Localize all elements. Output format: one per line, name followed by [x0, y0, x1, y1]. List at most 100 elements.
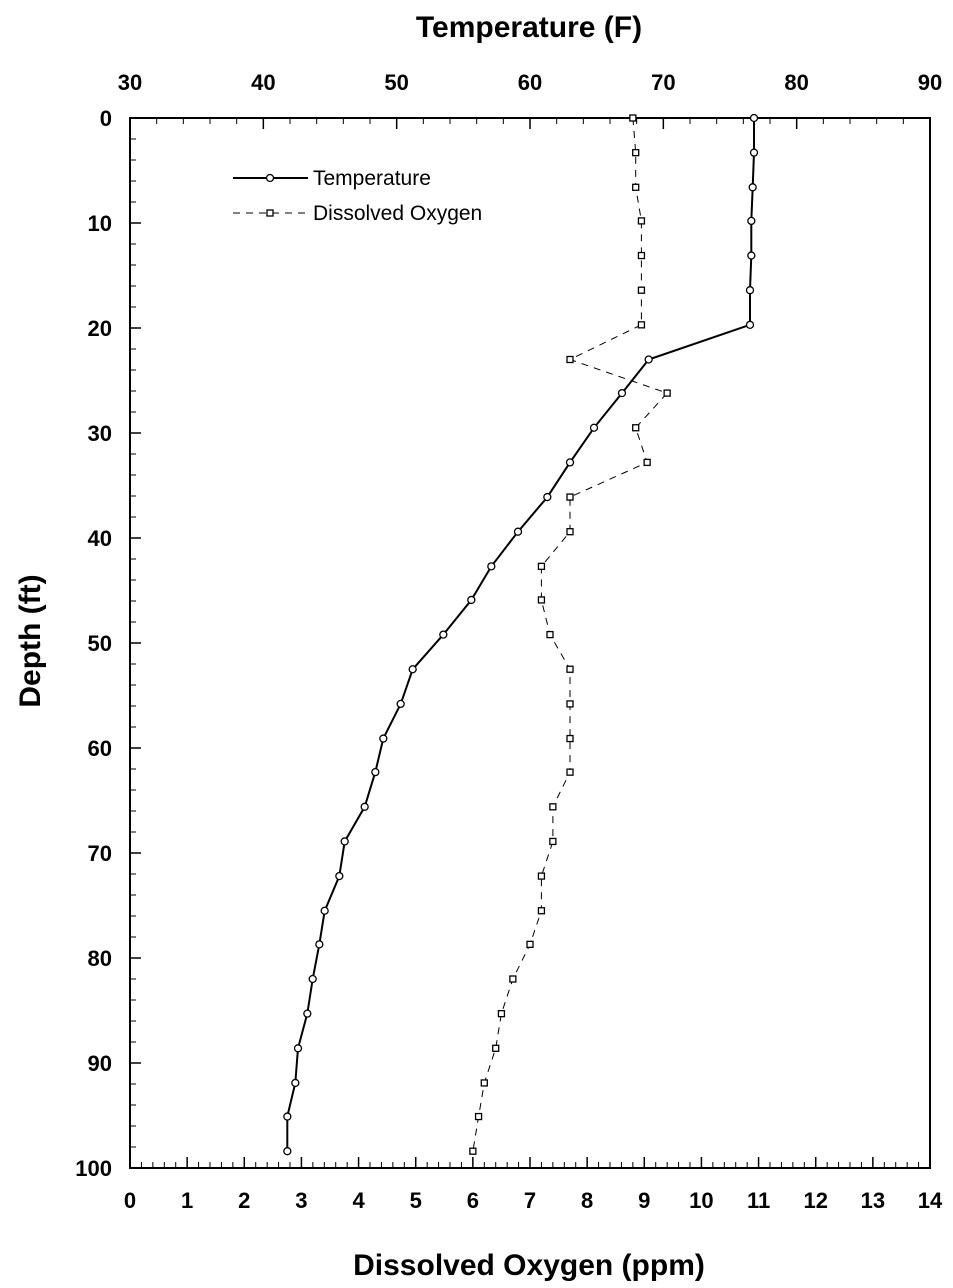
oxygen-point — [480, 1079, 488, 1087]
oxygen-point — [566, 355, 574, 364]
top-axis-tick-label: 80 — [784, 70, 808, 95]
oxygen-point — [526, 940, 534, 948]
temperature-point — [745, 286, 755, 295]
legend: Temperature Dissolved Oxygen — [233, 167, 482, 225]
temperature-point — [747, 251, 756, 260]
temperature-point — [293, 1044, 303, 1053]
temperature-point — [408, 665, 417, 674]
temperature-point — [335, 871, 344, 881]
bottom-axis-tick-label: 3 — [295, 1188, 307, 1213]
top-axis-title: Temperature (F) — [416, 11, 642, 44]
y-axis-tick-label: 100 — [75, 1156, 112, 1181]
temperature-point — [745, 320, 755, 330]
temperature-point — [513, 527, 523, 536]
oxygen-point — [629, 114, 637, 122]
temperature-point — [303, 1009, 312, 1018]
temperature-point — [543, 492, 552, 502]
bottom-axis-tick-label: 1 — [181, 1188, 193, 1213]
temperature-point — [315, 940, 324, 949]
temperature-point — [283, 1112, 292, 1121]
temperature-point — [439, 630, 448, 639]
temperature-point — [487, 562, 496, 571]
oxygen-point — [474, 1112, 483, 1121]
bottom-axis-tick-label: 8 — [581, 1188, 593, 1213]
oxygen-point — [663, 389, 671, 397]
top-axis-tick-label: 60 — [518, 70, 542, 95]
top-axis-tick-label: 50 — [384, 70, 408, 95]
temperature-point — [748, 183, 757, 192]
y-axis-tick-label: 40 — [88, 526, 112, 551]
temperature-point — [379, 734, 388, 743]
top-axis-tick-label: 70 — [651, 70, 675, 95]
bottom-axis-tick-label: 6 — [467, 1188, 479, 1213]
temperature-point — [467, 595, 476, 605]
oxygen-point — [632, 183, 640, 191]
bottom-axis-tick-label: 10 — [689, 1188, 713, 1213]
oxygen-point — [566, 528, 574, 536]
oxygen-point — [566, 493, 574, 501]
y-axis-tick-label: 0 — [100, 106, 112, 131]
bottom-axis-tick-label: 12 — [803, 1188, 827, 1213]
bottom-axis-tick-label: 9 — [638, 1188, 650, 1213]
oxygen-point — [549, 837, 557, 846]
y-axis-tick-label: 10 — [88, 211, 112, 236]
oxygen-point — [546, 630, 554, 639]
temperature-point — [396, 699, 405, 709]
oxygen-point — [509, 975, 517, 983]
bottom-axis-tick-label: 7 — [524, 1188, 536, 1213]
oxygen-point — [492, 1044, 500, 1052]
legend-temperature-label: Temperature — [313, 167, 431, 190]
plot-series — [283, 113, 759, 1156]
bottom-axis-tick-label: 13 — [861, 1188, 885, 1213]
oxygen-point — [632, 148, 640, 157]
oxygen-point — [497, 1010, 506, 1018]
y-axis-tick-label: 70 — [88, 841, 112, 866]
temperature-point — [565, 458, 575, 467]
temperature-point — [749, 113, 759, 123]
oxygen-point — [469, 1147, 477, 1155]
temperature-series-line — [286, 118, 755, 1152]
top-axis-tick-label: 40 — [251, 70, 275, 95]
temperature-point — [589, 423, 599, 432]
legend-oxygen-label: Dissolved Oxygen — [313, 202, 482, 225]
y-axis-tick-label: 30 — [88, 421, 112, 446]
bottom-axis-tick-label: 11 — [747, 1188, 770, 1213]
y-axis-tick-label: 20 — [88, 316, 112, 341]
top-axis-tick-label: 30 — [118, 70, 142, 95]
top-axis-tick-label: 90 — [918, 70, 942, 95]
bottom-axis-tick-label: 14 — [918, 1188, 943, 1213]
bottom-axis-title: Dissolved Oxygen (ppm) — [353, 1249, 705, 1282]
oxygen-point — [643, 458, 651, 467]
oxygen-series-line — [472, 117, 668, 1152]
bottom-axis-tick-label: 2 — [238, 1188, 250, 1213]
oxygen-point — [537, 907, 546, 915]
oxygen-point — [537, 872, 546, 880]
oxygen-point — [566, 768, 574, 776]
axes: 30 40 50 60 70 80 900 1 2 3 4 5 6 7 8 9 10 11 12 13 14010203… — [75, 70, 943, 1213]
temperature-point — [360, 802, 369, 811]
temperature-point — [283, 1147, 292, 1156]
oxygen-point — [566, 734, 574, 743]
oxygen-point — [537, 562, 546, 570]
plot-frame — [129, 117, 931, 1169]
y-axis-tick-label: 90 — [88, 1051, 112, 1076]
oxygen-point — [632, 424, 640, 432]
temperature-point — [291, 1078, 300, 1088]
temperature-point — [747, 216, 756, 226]
bottom-axis-tick-label: 0 — [124, 1188, 136, 1213]
oxygen-point — [537, 596, 546, 604]
temperature-point — [617, 388, 627, 398]
temperature-point — [644, 355, 653, 364]
temperature-point — [749, 148, 759, 157]
oxygen-point — [566, 665, 574, 673]
y-axis-tick-label: 80 — [88, 946, 112, 971]
bottom-axis-tick-label: 4 — [352, 1188, 365, 1213]
y-axis-tick-label: 50 — [88, 631, 112, 656]
y-axis-title: Depth (ft) — [14, 574, 47, 707]
oxygen-point — [637, 286, 646, 294]
oxygen-point — [566, 700, 574, 708]
y-axis-tick-label: 60 — [88, 736, 112, 761]
temperature-point — [340, 837, 349, 846]
temperature-point — [371, 768, 380, 777]
